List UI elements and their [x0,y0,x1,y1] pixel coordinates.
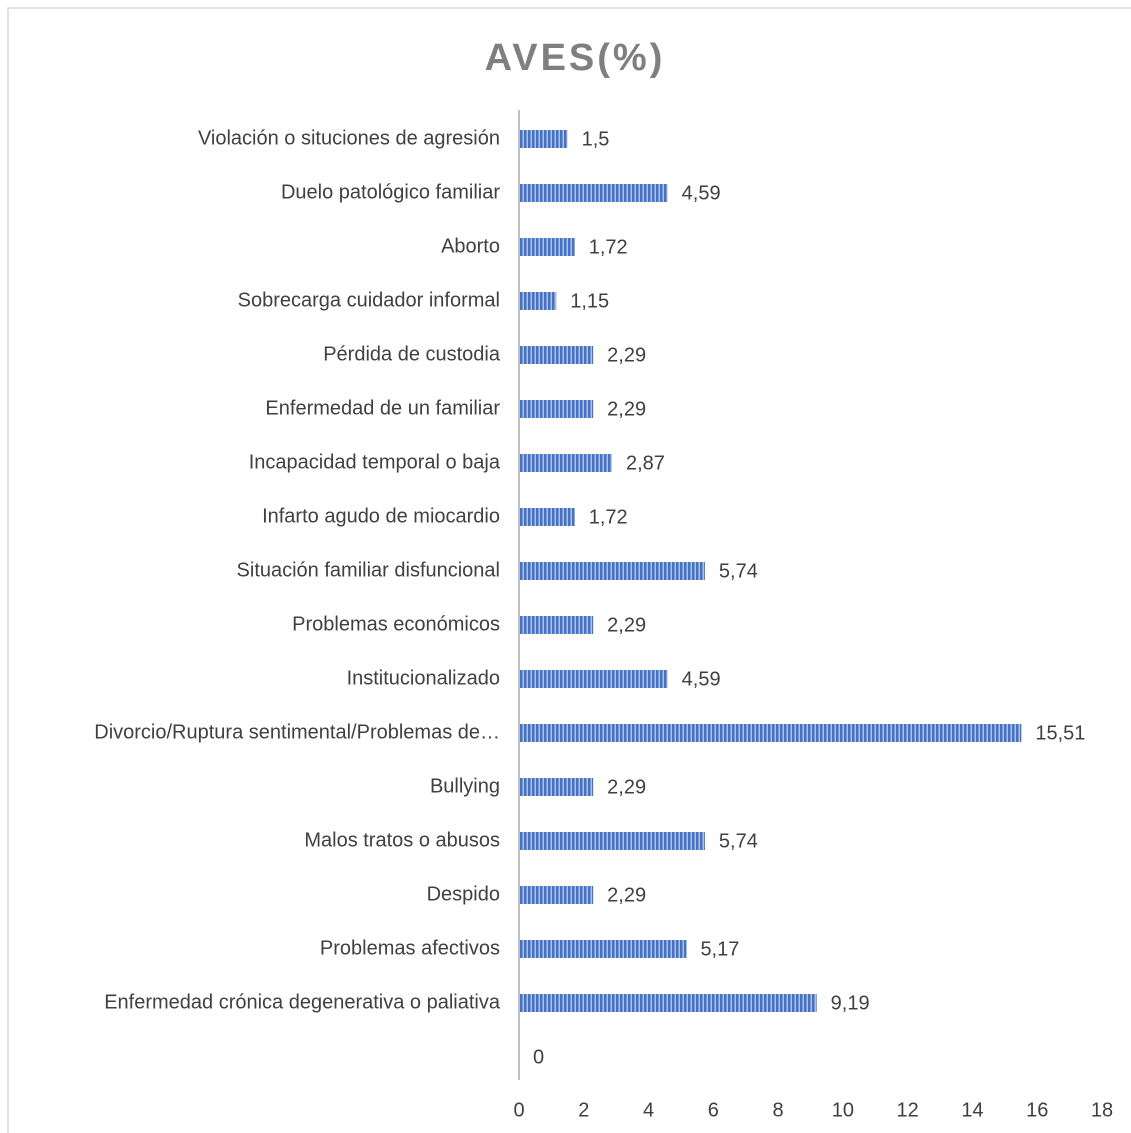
data-label: 2,87 [626,452,665,474]
data-label: 9,19 [831,992,870,1014]
x-tick-label: 18 [1091,1099,1113,1121]
y-tick-label: Infarto agudo de miocardio [262,505,500,527]
bar [519,400,594,418]
y-tick-label: Incapacidad temporal o baja [249,451,501,473]
data-label: 1,15 [570,290,609,312]
y-tick-label: Pérdida de custodia [323,343,501,365]
bar [519,886,594,904]
bar [519,184,668,202]
x-tick-label: 8 [773,1099,784,1121]
data-label: 2,29 [607,614,646,636]
bar [519,508,575,526]
x-tick-label: 0 [513,1099,524,1121]
y-tick-label: Violación o situciones de agresión [198,127,500,149]
bar [519,346,594,364]
bar [519,454,612,472]
y-tick-label: Despido [427,883,500,905]
y-tick-label: Sobrecarga cuidador informal [238,289,500,311]
data-label: 2,29 [607,776,646,798]
x-tick-label: 12 [897,1099,919,1121]
data-label: 2,29 [607,398,646,420]
bar [519,724,1022,742]
data-label: 5,74 [719,560,758,582]
bar [519,238,575,256]
data-label: 2,29 [607,344,646,366]
chart-title: AVES(%) [485,37,666,79]
x-tick-label: 6 [708,1099,719,1121]
bar [519,778,594,796]
bar [519,562,705,580]
bar [519,994,817,1012]
y-tick-label: Divorcio/Ruptura sentimental/Problemas d… [94,721,500,743]
bar [519,292,557,310]
data-label: 2,29 [607,884,646,906]
data-label: 0 [533,1046,544,1068]
y-tick-label: Aborto [441,235,500,257]
y-tick-label: Enfermedad crónica degenerativa o paliat… [104,991,501,1013]
x-tick-label: 16 [1026,1099,1048,1121]
y-tick-label: Duelo patológico familiar [281,181,500,203]
data-label: 15,51 [1035,722,1085,744]
data-label: 5,17 [700,938,739,960]
data-label: 5,74 [719,830,758,852]
data-label: 4,59 [682,668,721,690]
data-label: 1,5 [582,128,610,150]
y-tick-label: Situación familiar disfuncional [237,559,500,581]
x-tick-label: 14 [961,1099,983,1121]
y-tick-label: Institucionalizado [347,667,500,689]
data-label: 1,72 [589,506,628,528]
y-tick-label: Malos tratos o abusos [304,829,500,851]
data-label: 4,59 [682,182,721,204]
y-tick-label: Problemas económicos [292,613,500,635]
bar [519,832,705,850]
bar [519,616,594,634]
bar [519,670,668,688]
x-tick-label: 2 [578,1099,589,1121]
bar [519,940,687,958]
y-tick-label: Enfermedad de un familiar [265,397,500,419]
bar [519,130,568,148]
x-tick-label: 4 [643,1099,654,1121]
data-label: 1,72 [589,236,628,258]
y-tick-label: Problemas afectivos [320,937,500,959]
x-tick-label: 10 [832,1099,854,1121]
y-tick-label: Bullying [430,775,500,797]
